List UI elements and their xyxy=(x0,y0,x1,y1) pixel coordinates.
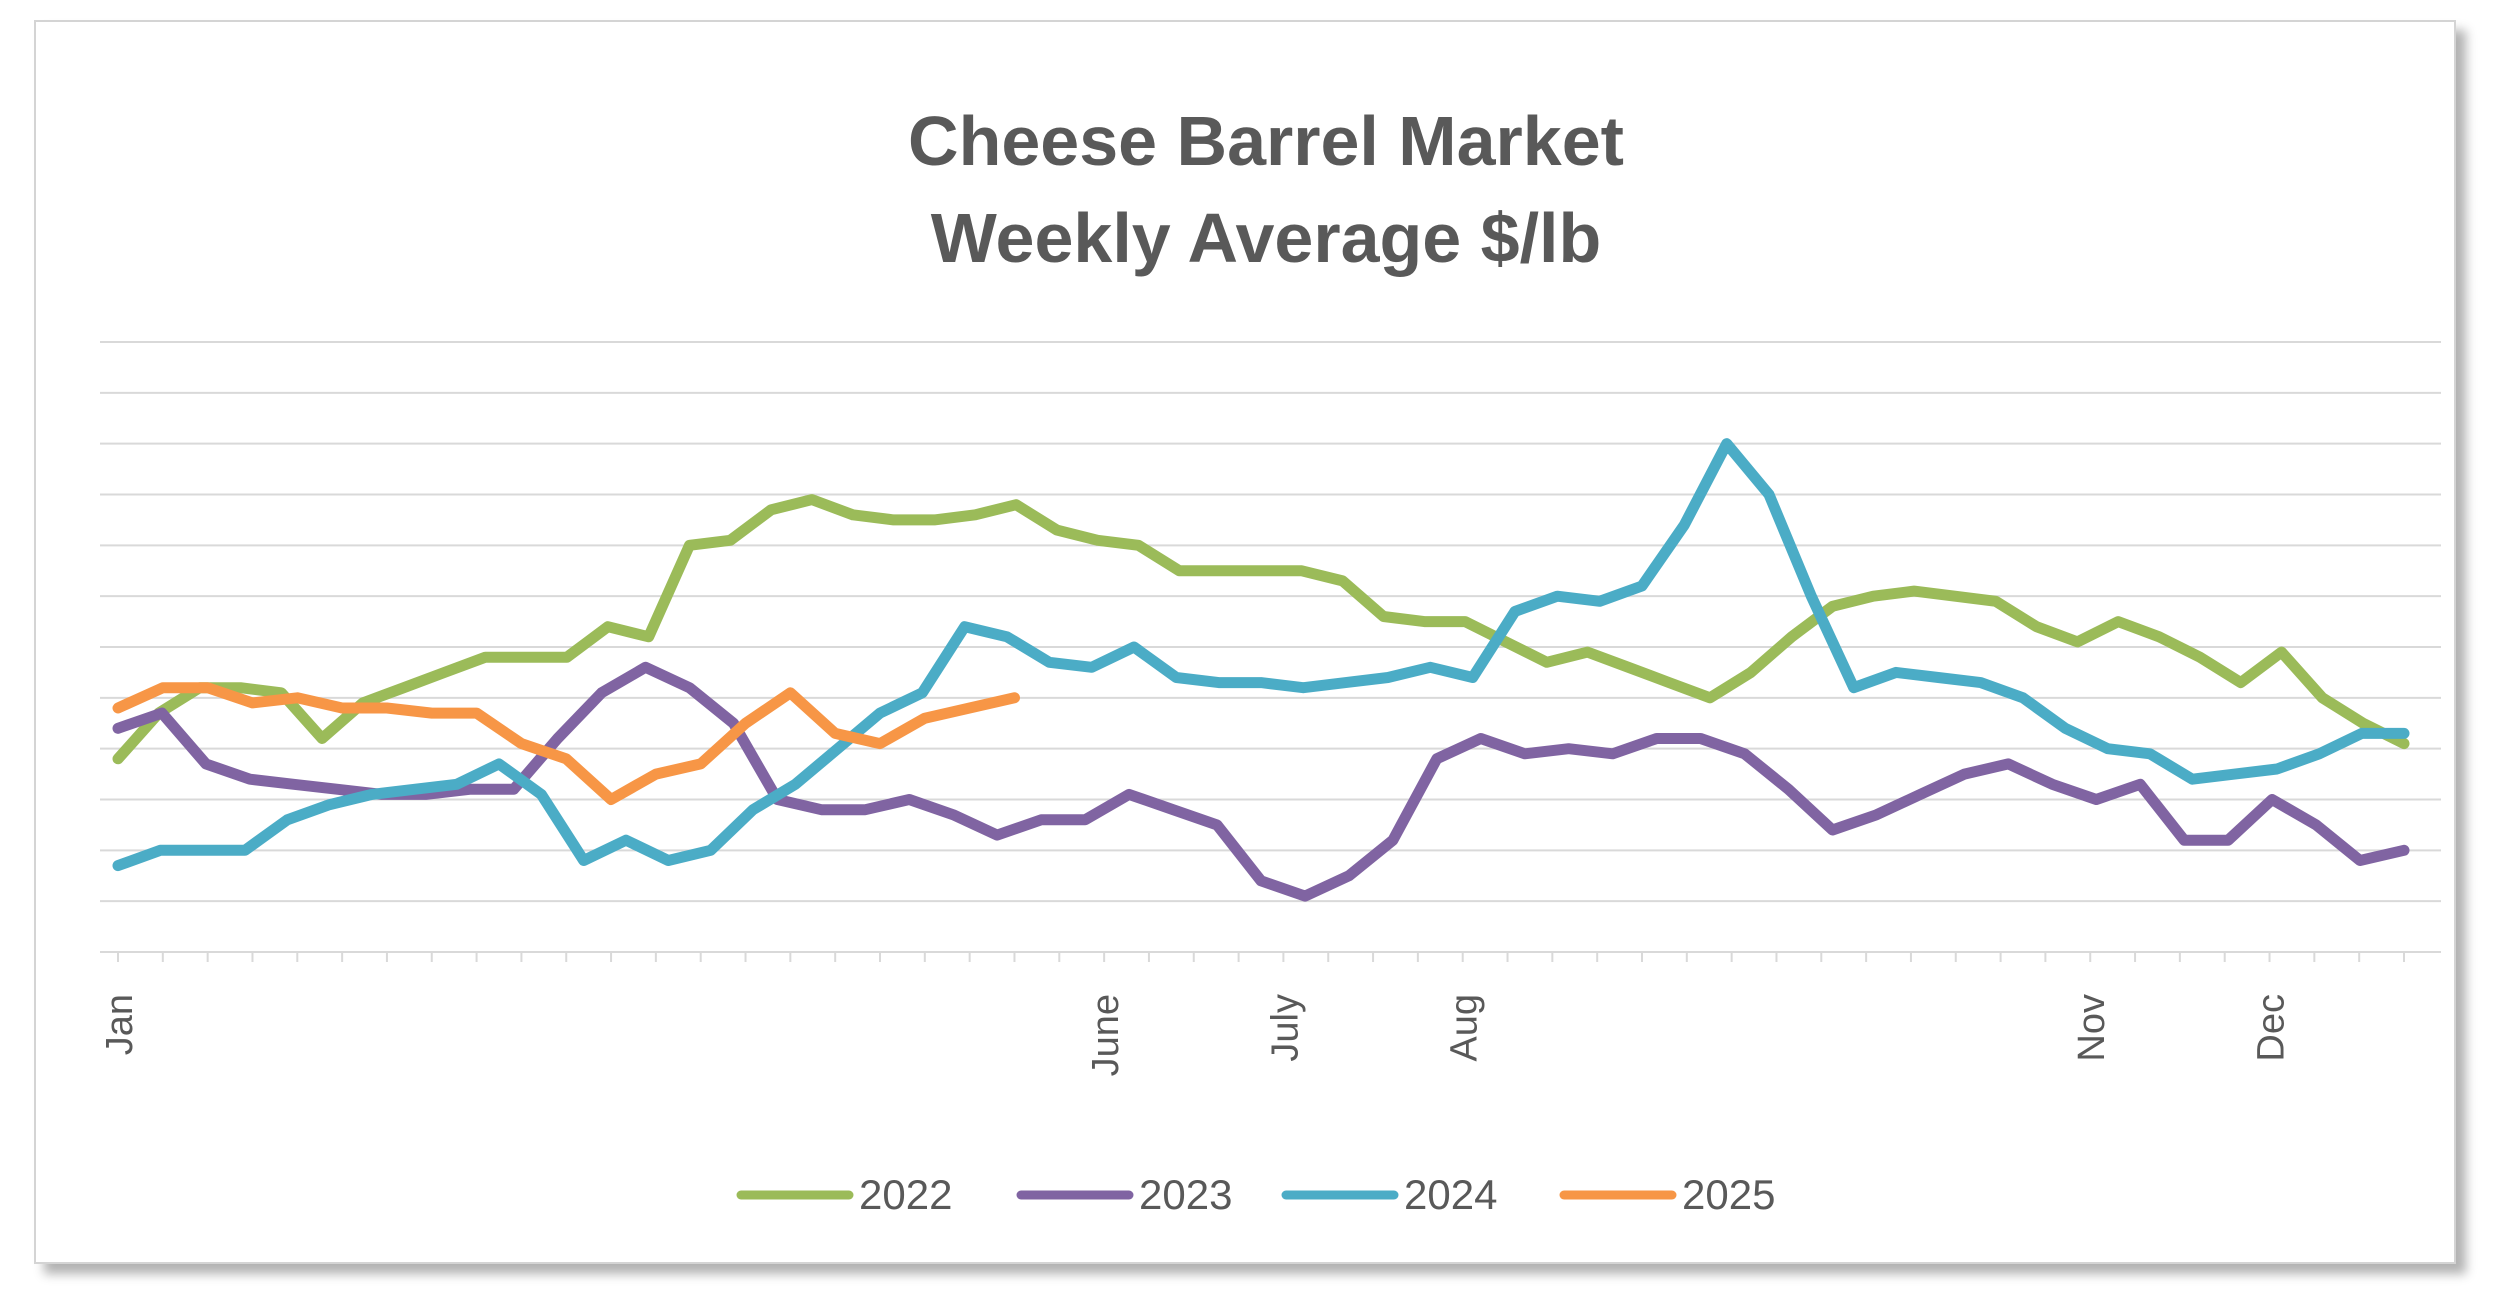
chart-title: Cheese Barrel Market Weekly Average $/lb xyxy=(908,102,1624,277)
legend-label-2025: 2025 xyxy=(1682,1171,1775,1218)
chart-card: Cheese Barrel Market Weekly Average $/lb… xyxy=(34,20,2456,1264)
legend: 2022 2023 2024 2025 xyxy=(736,1171,1775,1218)
x-tick-label: Nov xyxy=(2071,994,2113,1062)
x-axis: Jan June July Aug Nov Dec xyxy=(99,951,2441,1076)
x-tick-label: July xyxy=(1264,994,1306,1062)
series-line-2024 xyxy=(112,438,2410,872)
legend-label-2022: 2022 xyxy=(859,1171,952,1218)
x-tick-label: June xyxy=(1085,994,1127,1076)
x-tick-label: Dec xyxy=(2251,994,2293,1062)
legend-label-2023: 2023 xyxy=(1139,1171,1232,1218)
chart-title-line-1: Cheese Barrel Market xyxy=(908,102,1624,180)
series-line-2022 xyxy=(112,494,2410,765)
series-line-2023 xyxy=(112,661,2410,902)
x-tick-label: Jan xyxy=(99,994,141,1055)
chart-title-line-2: Weekly Average $/lb xyxy=(931,199,1602,277)
legend-label-2024: 2024 xyxy=(1404,1171,1497,1218)
gridlines xyxy=(100,341,2441,903)
series-layer xyxy=(112,438,2410,902)
line-chart: Cheese Barrel Market Weekly Average $/lb… xyxy=(99,102,2441,1218)
x-tick-label: Aug xyxy=(1444,994,1486,1062)
series-line-2025 xyxy=(112,682,1020,805)
